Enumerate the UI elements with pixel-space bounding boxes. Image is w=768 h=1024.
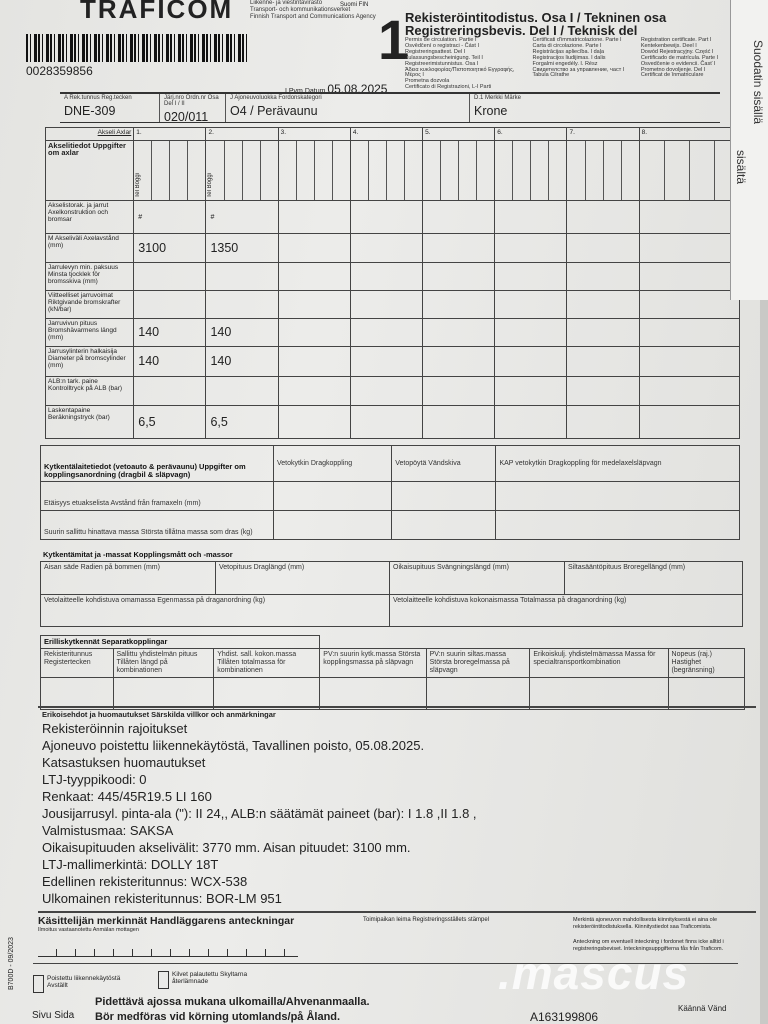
side-text: sisältä: [734, 150, 748, 185]
remark-line: Ajoneuvo poistettu liikennekäytöstä, Tav…: [42, 738, 425, 753]
axle-row: Jarruvivun pituus Bromshävarmens längd (…: [44, 318, 741, 347]
barcode: [26, 34, 250, 62]
axle-value: 6,5: [205, 405, 279, 439]
remark-line: LTJ-mallimerkintä: DOLLY 18T: [42, 857, 219, 872]
registration-number: DNE-309: [64, 104, 116, 118]
axle-value: [133, 290, 207, 319]
remark-line: Renkaat: 445/45R19.5 LI 160: [42, 789, 212, 804]
remark-line: Katsastuksen huomautukset: [42, 755, 206, 770]
axle-value: #: [133, 200, 207, 234]
axle-table: Akseli Axlar 1. 2. 3. 4. 5. 6. 7. 8. Akselitiedot…: [44, 127, 741, 439]
axle-row: Laskentapaine Beräkningstryck (bar) 6,5 6,…: [44, 405, 741, 439]
coupling-section: Kytkentälaitetiedot (vetoauto & perävaun…: [40, 445, 740, 540]
remark-line: Valmistusmaa: SAKSA: [42, 823, 174, 838]
axle-number: 1.: [133, 127, 207, 141]
agency-name: Liikenne- ja viestintävirasto Transport- …: [250, 0, 376, 20]
remark-line: Edellinen rekisteritunnus: WCX-538: [42, 874, 248, 889]
remark-line: Oikaisupituuden akselivälit: 3770 mm. Ai…: [42, 840, 411, 855]
axle-number: 6.: [494, 127, 568, 141]
form-code: B700D - 09/2023: [8, 937, 15, 990]
background-paper: Suodatin sisällä sisältä: [730, 0, 768, 300]
order-number: 020/011: [164, 110, 209, 124]
axle-number: 3.: [277, 127, 351, 141]
remark-line: LTJ-tyyppikoodi: 0: [42, 772, 147, 787]
axle-value: [205, 290, 279, 319]
axle-number: 2.: [205, 127, 279, 141]
axle-row: ALB:n tark. paine Kontrolltryck på ALB (…: [44, 376, 741, 406]
axle-value: [133, 262, 207, 291]
mascus-watermark: .mascus: [498, 947, 690, 999]
axle-number: 4.: [349, 127, 424, 141]
axle-row: Jarrusylinterin halkaisija Diameter på b…: [44, 346, 741, 377]
handler-notes: Käsittelijän merkinnät Handläggarens ant…: [33, 911, 756, 999]
remark-line: Ulkomainen rekisteritunnus: BOR-LM 951: [42, 891, 282, 906]
axle-value: 3100: [133, 233, 207, 263]
axle-value: 6,5: [133, 405, 207, 439]
axle-row: Viitteelliset jarruvoimat Riktgivande br…: [44, 290, 741, 319]
multilingual-titles: Permis de circulation. Partie I Osvědčení…: [405, 37, 719, 91]
vehicle-make: Krone: [474, 104, 508, 118]
axle-value: [205, 376, 279, 406]
vehicle-category: O4 / Perävaunu: [230, 104, 318, 118]
axle-value: 1350: [205, 233, 279, 263]
axle-value: 140: [205, 318, 279, 347]
axle-row: M Akseliväli Axelavstånd (mm) 3100 1350: [44, 233, 741, 263]
axle-number: 5.: [422, 127, 496, 141]
coupling-dimensions-section: Kytkentämitat ja -massat Kopplingsmått o…: [40, 548, 743, 628]
axle-value: #: [205, 200, 279, 234]
axle-value: [133, 376, 207, 406]
date-entry-line: [38, 949, 298, 957]
axle-value: 140: [133, 318, 207, 347]
remark-line: Jousijarrusyl. pinta-ala ("): II 24,, AL…: [42, 806, 477, 821]
axle-number: 8.: [638, 127, 741, 141]
barcode-number: 0028359856: [26, 64, 93, 78]
country: Suomi FIN: [340, 2, 369, 8]
document-title: Rekisteröintitodistus. Osa I / Tekninen …: [405, 10, 667, 38]
axle-number: 7.: [566, 127, 640, 141]
separate-couplings-section: Erilliskytkennät Separatkopplingar Rekist…: [39, 635, 746, 710]
axle-value: [205, 262, 279, 291]
part-number: 1: [378, 8, 410, 71]
plates-returned-checkbox: Kilvet palautettu Skyltarna återlämnade: [158, 971, 252, 989]
removed-checkbox: Poistettu liikennekäytöstä Avställt: [33, 975, 127, 993]
remarks-section: Erikoisehdot ja huomautukset Särskilda v…: [38, 706, 756, 908]
axle-row: Akselistorak. ja jarrut Axelkonstruktion…: [44, 200, 741, 234]
vehicle-id-row: A Rek.tunnus Reg.tecken DNE-309 Järj.nro …: [60, 92, 720, 124]
remark-line: Rekisteröinnin rajoitukset: [42, 721, 188, 736]
axle-row: Jarrulevyn min. paksuus Minsta tjocklek …: [44, 262, 741, 291]
serial-number: A163199806: [530, 1010, 599, 1024]
side-text: Suodatin sisällä: [751, 40, 765, 125]
traficom-logo: TRAFICOM: [80, 0, 234, 24]
axle-value: 140: [205, 346, 279, 377]
axle-value: 140: [133, 346, 207, 377]
